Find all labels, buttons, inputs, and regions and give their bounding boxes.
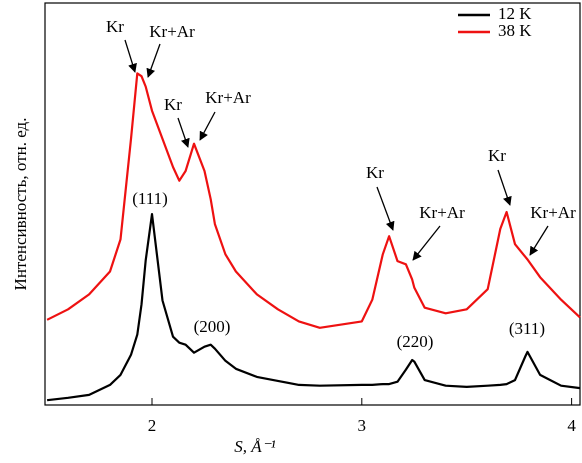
series-line bbox=[46, 72, 581, 329]
annotation-arrow bbox=[199, 111, 216, 141]
legend-label: 38 K bbox=[498, 21, 532, 40]
annotation: Kr bbox=[106, 17, 124, 36]
annotation: Kr bbox=[488, 146, 506, 165]
x-axis-label: S, Å⁻¹ bbox=[234, 437, 275, 456]
x-tick-label: 2 bbox=[148, 416, 157, 435]
annotation: Kr bbox=[164, 95, 182, 114]
legend-label: 12 K bbox=[498, 4, 532, 23]
x-tick-label: 4 bbox=[567, 416, 576, 435]
annotation: Kr+Ar bbox=[205, 88, 251, 107]
annotation-arrow bbox=[146, 43, 161, 78]
annotation-arrow bbox=[497, 169, 512, 206]
annotation-arrow bbox=[124, 39, 137, 73]
annotation-arrow bbox=[529, 225, 549, 256]
annotation: Kr bbox=[366, 163, 384, 182]
annotation: Kr+Ar bbox=[419, 203, 465, 222]
y-axis-label: Интенсивность, отн. ед. bbox=[11, 118, 30, 291]
annotation-arrow bbox=[177, 117, 190, 148]
annotation: (220) bbox=[397, 332, 434, 351]
annotation-arrow bbox=[412, 225, 441, 261]
annotation: Kr+Ar bbox=[149, 22, 195, 41]
series-line bbox=[46, 213, 581, 402]
annotation: (311) bbox=[509, 319, 545, 338]
annotation: Kr+Ar bbox=[530, 203, 576, 222]
annotation: (111) bbox=[132, 189, 168, 208]
x-tick-label: 3 bbox=[358, 416, 367, 435]
annotation-arrow bbox=[376, 186, 395, 231]
plot-frame bbox=[44, 2, 581, 406]
annotation: (200) bbox=[194, 317, 231, 336]
